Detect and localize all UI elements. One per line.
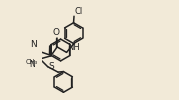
Text: N: N bbox=[30, 40, 37, 49]
Text: O: O bbox=[53, 28, 60, 37]
Text: CH₃: CH₃ bbox=[26, 59, 38, 65]
Text: Cl: Cl bbox=[74, 7, 83, 16]
Text: S: S bbox=[48, 62, 54, 72]
Text: NH: NH bbox=[67, 43, 80, 52]
Text: N: N bbox=[29, 60, 35, 69]
